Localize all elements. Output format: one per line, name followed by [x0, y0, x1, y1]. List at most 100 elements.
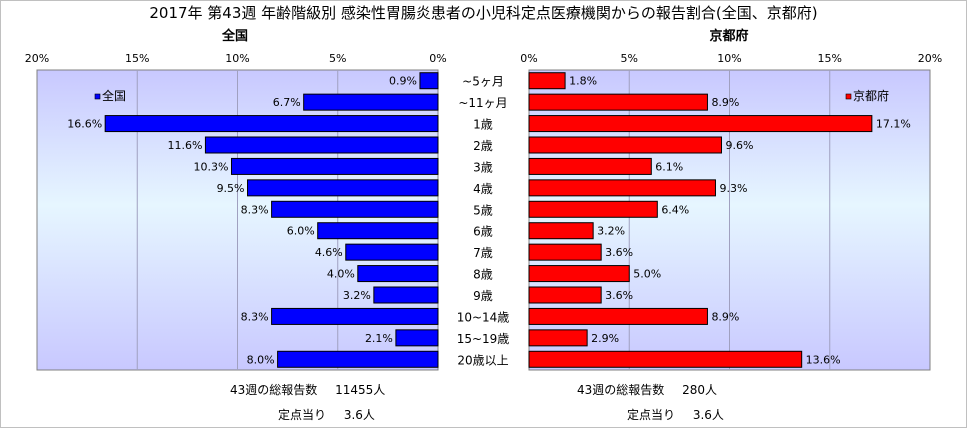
national-tick-label: 15% — [125, 52, 149, 65]
national-per-site: 定点当り 3.6人 — [278, 406, 375, 423]
category-label: ~5ヶ月 — [462, 75, 504, 89]
category-label: 2歳 — [473, 139, 493, 153]
national-tick-label: 0% — [429, 52, 446, 65]
kyoto-data-label: 1.8% — [569, 75, 597, 88]
national-data-label: 4.0% — [327, 268, 355, 281]
national-data-label: 8.0% — [247, 353, 275, 366]
kyoto-data-label: 5.0% — [633, 268, 661, 281]
kyoto-tick-label: 20% — [918, 52, 942, 65]
national-bar — [247, 179, 439, 197]
kyoto-data-label: 9.3% — [719, 182, 747, 195]
category-label: 7歳 — [473, 246, 493, 260]
category-label: 10~14歳 — [457, 310, 510, 324]
national-bar — [230, 157, 439, 175]
kyoto-bar — [528, 72, 566, 90]
national-bar — [317, 222, 439, 240]
kyoto-data-label: 6.4% — [661, 203, 689, 216]
category-label: 9歳 — [473, 289, 493, 303]
category-label: 3歳 — [473, 160, 493, 174]
kyoto-data-label: 3.6% — [605, 289, 633, 302]
national-tick-label: 5% — [329, 52, 346, 65]
national-per-label: 定点当り — [278, 408, 327, 422]
kyoto-bar — [528, 200, 658, 218]
kyoto-bar — [528, 179, 716, 197]
category-label: 5歳 — [473, 203, 493, 217]
kyoto-legend-swatch — [845, 93, 852, 100]
chart-title: 2017年 第43週 年齢階級別 感染性胃腸炎患者の小児科定点医療機関からの報告… — [149, 4, 818, 22]
national-total-value: 11455人 — [335, 383, 386, 397]
national-data-label: 3.2% — [343, 289, 371, 302]
national-bar — [104, 115, 439, 133]
national-data-label: 0.9% — [389, 75, 417, 88]
kyoto-total: 43週の総報告数 280人 — [577, 381, 717, 398]
kyoto-data-label: 3.6% — [605, 246, 633, 259]
national-tick-label: 10% — [225, 52, 249, 65]
national-bar — [419, 72, 439, 90]
kyoto-per-site: 定点当り 3.6人 — [627, 406, 724, 423]
kyoto-data-label: 8.9% — [711, 96, 739, 109]
national-bar — [395, 329, 439, 347]
national-data-label: 11.6% — [167, 139, 202, 152]
kyoto-tick-label: 0% — [520, 52, 537, 65]
national-bar — [204, 136, 439, 154]
national-legend-swatch — [94, 93, 101, 100]
national-total: 43週の総報告数 11455人 — [230, 381, 385, 398]
national-bar — [303, 93, 439, 111]
category-label: 4歳 — [473, 182, 493, 196]
category-label: 15~19歳 — [457, 332, 510, 346]
kyoto-per-label: 定点当り — [627, 408, 676, 422]
national-bar — [277, 350, 439, 368]
national-legend-label: 全国 — [102, 88, 126, 103]
kyoto-bar — [528, 93, 708, 111]
national-bar — [271, 307, 439, 325]
national-per-value: 3.6人 — [343, 408, 375, 422]
category-label: 6歳 — [473, 225, 493, 239]
kyoto-per-value: 3.6人 — [692, 408, 724, 422]
national-data-label: 6.0% — [287, 225, 315, 238]
kyoto-bar — [528, 350, 803, 368]
kyoto-data-label: 13.6% — [806, 353, 841, 366]
national-total-label: 43週の総報告数 — [230, 383, 318, 397]
kyoto-bar — [528, 243, 602, 261]
national-data-label: 9.5% — [217, 182, 245, 195]
national-bar — [345, 243, 439, 261]
kyoto-data-label: 17.1% — [876, 118, 911, 131]
kyoto-total-value: 280人 — [682, 383, 718, 397]
kyoto-bar — [528, 329, 588, 347]
kyoto-tick-label: 10% — [717, 52, 741, 65]
category-label: 1歳 — [473, 118, 493, 132]
kyoto-data-label: 3.2% — [597, 225, 625, 238]
kyoto-bar — [528, 115, 873, 133]
national-data-label: 2.1% — [365, 332, 393, 345]
kyoto-bar — [528, 286, 602, 304]
category-label: ~11ヶ月 — [458, 96, 507, 110]
kyoto-data-label: 8.9% — [711, 310, 739, 323]
kyoto-data-label: 9.6% — [725, 139, 753, 152]
panel-title-kyoto: 京都府 — [709, 29, 749, 44]
kyoto-bar — [528, 136, 722, 154]
panel-title-national: 全国 — [221, 29, 248, 44]
kyoto-bar — [528, 265, 630, 283]
category-label: 20歳以上 — [457, 353, 508, 367]
national-bar — [373, 286, 439, 304]
national-bar — [357, 265, 439, 283]
kyoto-total-label: 43週の総報告数 — [577, 383, 665, 397]
kyoto-data-label: 6.1% — [655, 160, 683, 173]
national-tick-label: 20% — [25, 52, 49, 65]
kyoto-bar — [528, 307, 708, 325]
kyoto-bar — [528, 222, 594, 240]
national-data-label: 8.3% — [241, 203, 269, 216]
national-bar — [271, 200, 439, 218]
national-data-label: 16.6% — [67, 118, 102, 131]
kyoto-data-label: 2.9% — [591, 332, 619, 345]
kyoto-legend-label: 京都府 — [853, 88, 889, 103]
kyoto-tick-label: 15% — [818, 52, 842, 65]
national-data-label: 6.7% — [273, 96, 301, 109]
national-data-label: 10.3% — [194, 160, 229, 173]
national-data-label: 4.6% — [315, 246, 343, 259]
category-label: 8歳 — [473, 268, 493, 282]
national-data-label: 8.3% — [241, 310, 269, 323]
kyoto-tick-label: 5% — [621, 52, 638, 65]
kyoto-bar — [528, 157, 652, 175]
